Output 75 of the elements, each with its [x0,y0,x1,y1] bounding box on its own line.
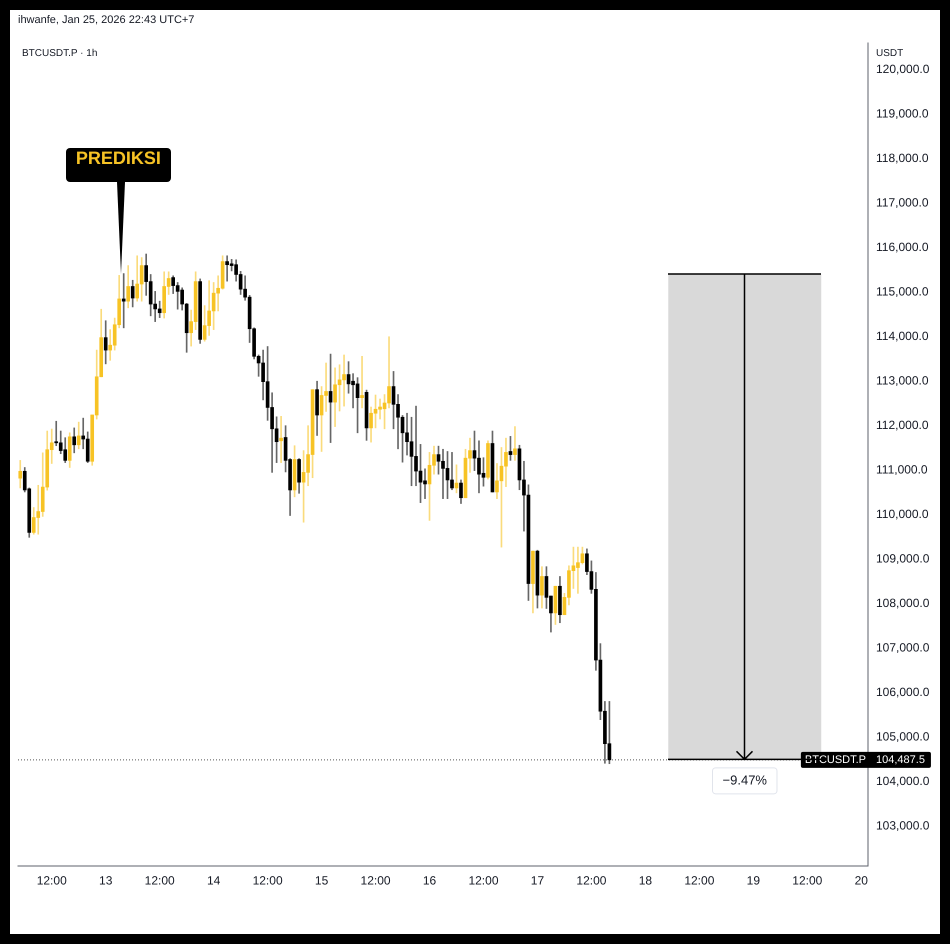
candlestick [135,255,140,302]
y-tick-label: 114,000.0 [876,329,929,344]
candlestick [454,464,458,494]
candlestick [292,445,296,498]
x-tick-label: 15 [314,874,329,888]
candlestick [126,265,130,308]
candlestick [360,356,364,408]
candlestick [36,484,40,535]
candlestick [508,436,512,461]
y-tick-label: 106,000.0 [876,684,930,699]
x-tick-label: 12:00 [468,874,499,888]
candlestick [540,566,544,608]
band-label: −9.47% [722,772,768,788]
candlestick [72,428,76,454]
candlestick [194,271,198,330]
text: BTCUSDT.P · 1h [22,48,98,59]
y-tick-label: 116,000.0 [876,240,929,254]
y-tick-label: 120,000.0 [876,62,930,76]
y-tick-label: 113,000.0 [876,374,929,388]
x-tick-label: 12:00 [792,874,823,888]
y-tick-label: 111,000.0 [876,462,928,476]
x-tick-label: 16 [422,874,436,888]
candlestick [459,480,463,504]
annotation: PREDIKSI [66,148,171,182]
x-tick-label: 12:00 [360,874,391,888]
candlestick [140,257,144,302]
candlestick [364,390,368,441]
x-tick-label: 17 [530,874,544,888]
candlestick [32,507,36,535]
y-tick-label: 110,000.0 [876,506,929,521]
text: ihwanfe, Jan 25, 2026 22:43 UTC+7 [18,14,194,26]
x-tick-label: 12:00 [576,874,607,888]
candlestick [486,440,490,480]
x-tick-label: 20 [854,874,868,888]
y-tick-label: 117,000.0 [876,196,929,210]
candlestick [104,320,108,364]
x-tick-label: 12:00 [144,874,176,888]
candlestick [554,586,558,625]
candlestick [328,354,332,443]
candlestick [536,550,540,608]
text: 104,487.5 [876,754,925,766]
candlestick [220,255,224,290]
y-tick-label: 112,000.0 [876,418,929,432]
ref-line-label: BTCUSDT.P [804,754,866,766]
x-tick-label: 12:00 [684,874,715,888]
candlestick [130,280,135,308]
candlestick [531,550,535,614]
candlestick [68,432,72,468]
x-tick-label: 14 [206,874,221,888]
y-tick-label: 109,000.0 [876,551,930,566]
candlestick [18,460,22,488]
candlestick [558,576,562,624]
candlestick [315,380,319,436]
y-tick-label: 119,000.0 [876,106,929,121]
y-tick-label: 107,000.0 [876,640,930,654]
candlestick [40,452,45,517]
candlestick [122,273,126,328]
y-tick-label: 115,000.0 [876,284,929,299]
x-tick-label: 13 [99,874,113,888]
x-tick-label: 18 [638,874,652,888]
y-tick-label: 103,000.0 [876,818,930,832]
y-tick-label: 104,000.0 [876,774,930,788]
y-tick-label: 108,000.0 [876,596,930,610]
candlestick [63,437,68,463]
candlestick [513,426,517,461]
x-tick-label: 12:00 [36,874,68,888]
y-tick-label: 105,000.0 [876,729,930,744]
x-tick-label: 19 [746,874,760,888]
candlestick [490,430,494,492]
y-tick-label: 118,000.0 [876,151,929,166]
x-tick-label: 12:00 [252,874,283,888]
candlestick [198,278,202,344]
y-axis-title: USDT [876,48,904,59]
callout-bubble: PREDIKSI [66,148,171,274]
candlestick [86,432,90,463]
